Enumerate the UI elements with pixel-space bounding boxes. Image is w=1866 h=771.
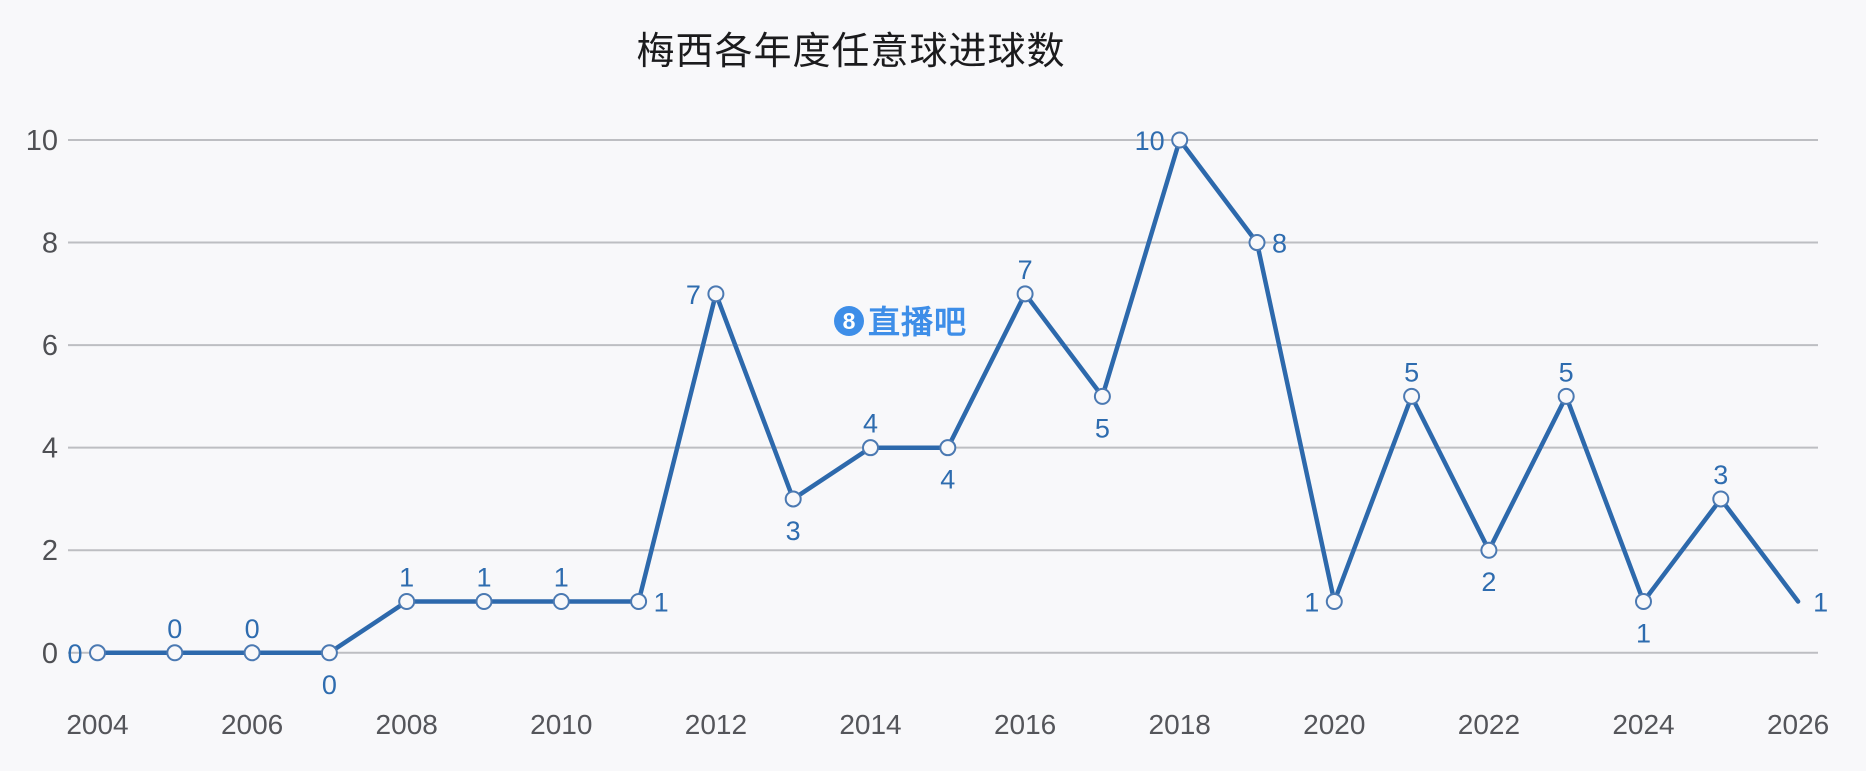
data-point-label: 1 (1304, 588, 1319, 618)
data-point-label: 8 (1272, 229, 1287, 259)
x-tick-label: 2012 (685, 709, 747, 740)
data-point-label: 0 (167, 614, 182, 644)
data-point-label: 10 (1135, 126, 1165, 156)
data-point-label: 7 (1018, 255, 1033, 285)
data-point-label: 1 (1813, 588, 1828, 618)
data-point-marker (89, 644, 106, 662)
watermark-badge-icon (834, 306, 864, 336)
data-point-label: 2 (1481, 567, 1496, 597)
data-point-label: 5 (1559, 357, 1574, 387)
data-point-marker (166, 644, 184, 662)
data-point-label: 0 (67, 639, 82, 669)
x-tick-label: 2010 (530, 709, 592, 740)
watermark-badge-digit: 8 (843, 308, 856, 334)
data-point-marker (1557, 387, 1575, 405)
data-point-marker (1480, 541, 1498, 559)
data-point-marker (552, 593, 570, 611)
y-tick-label: 10 (26, 125, 58, 157)
data-point-marker (1712, 490, 1730, 508)
data-point-label: 1 (476, 563, 491, 593)
x-tick-label: 2016 (994, 709, 1056, 740)
x-tick-label: 2014 (839, 709, 901, 740)
data-point-marker (1248, 234, 1266, 252)
data-point-label: 0 (245, 614, 260, 644)
x-tick-label: 2008 (376, 709, 438, 740)
data-point-marker (320, 644, 338, 662)
data-point-marker (1171, 131, 1189, 149)
watermark-text: 直播吧 (868, 304, 967, 340)
data-point-marker (1325, 593, 1343, 611)
x-tick-label: 2020 (1303, 709, 1365, 740)
data-point-marker (1016, 285, 1034, 303)
series-line (95, 137, 1801, 656)
data-point-label: 4 (940, 465, 955, 495)
data-point-marker (707, 285, 725, 303)
y-tick-label: 4 (42, 433, 58, 465)
data-point-label: 7 (686, 280, 701, 310)
data-point-marker (398, 593, 416, 611)
x-tick-label: 2024 (1612, 709, 1674, 740)
x-tick-label: 2006 (221, 709, 283, 740)
data-point-label: 0 (322, 670, 337, 700)
data-point-label: 4 (863, 409, 878, 439)
data-point-marker (630, 593, 648, 611)
data-point-label: 1 (554, 563, 569, 593)
data-point-label: 1 (654, 588, 669, 618)
y-tick-label: 0 (42, 638, 58, 670)
y-tick-label: 8 (42, 228, 58, 260)
x-tick-label: 2004 (66, 709, 128, 740)
data-point-label: 5 (1095, 413, 1110, 443)
data-point-marker (1403, 387, 1421, 405)
x-tick-label: 2022 (1458, 709, 1520, 740)
x-tick-label: 2026 (1767, 709, 1829, 740)
data-point-marker (784, 490, 802, 508)
chart-title: 梅西各年度任意球进球数 (636, 31, 1066, 73)
data-point-label: 1 (399, 563, 414, 593)
data-point-marker (243, 644, 261, 662)
data-point-label: 1 (1636, 619, 1651, 649)
y-tick-label: 2 (42, 535, 58, 567)
data-point-marker (1635, 593, 1652, 611)
data-point-marker (475, 593, 493, 611)
data-point-label: 5 (1404, 357, 1419, 387)
data-point-label: 3 (1713, 460, 1728, 490)
data-point-marker (862, 439, 879, 457)
y-tick-label: 6 (42, 330, 58, 362)
data-point-label: 3 (786, 516, 801, 546)
data-point-marker (1093, 387, 1111, 405)
data-point-marker (939, 439, 957, 457)
x-tick-label: 2018 (1149, 709, 1211, 740)
